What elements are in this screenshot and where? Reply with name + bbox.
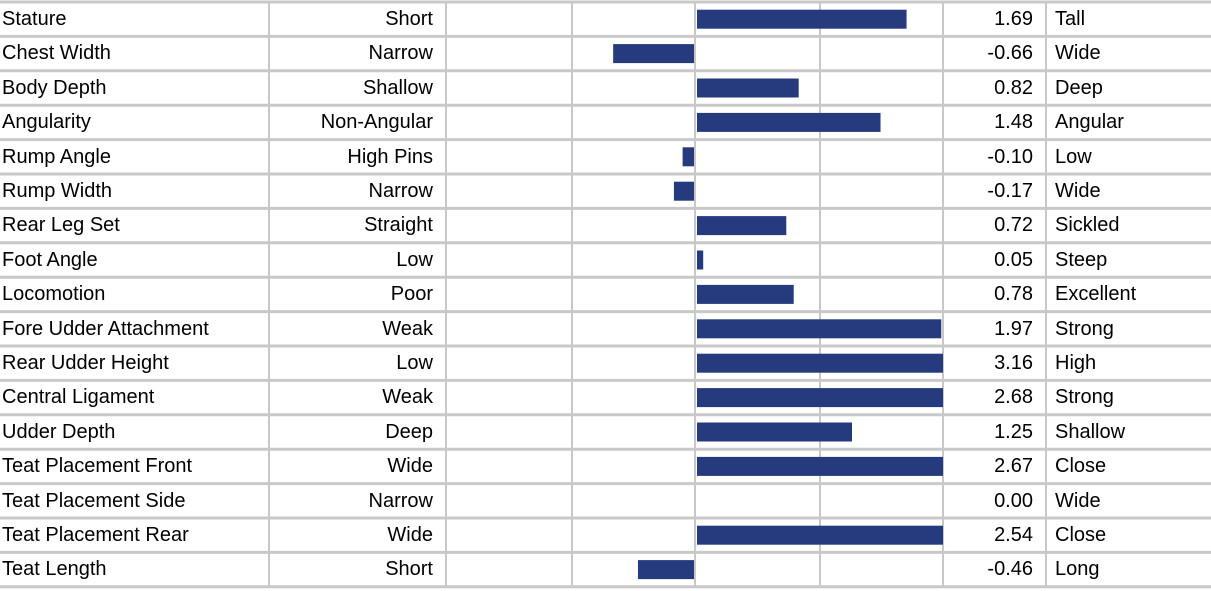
low-descriptor: Narrow — [368, 42, 433, 65]
low-descriptor: Narrow — [368, 180, 433, 202]
low-descriptor: Deep — [385, 420, 433, 443]
high-descriptor: Sickled — [1055, 214, 1120, 237]
value-label: 0.78 — [994, 283, 1033, 306]
high-descriptor: Wide — [1055, 180, 1101, 202]
value-label: 1.48 — [994, 111, 1033, 134]
trait-label: Body Depth — [2, 76, 107, 99]
high-descriptor: Strong — [1055, 317, 1114, 340]
trait-label: Teat Placement Rear — [2, 524, 189, 546]
trait-label: Teat Length — [2, 558, 107, 581]
low-descriptor: Short — [385, 8, 433, 30]
trait-label: Teat Placement Side — [2, 489, 186, 512]
trait-label: Rear Udder Height — [2, 352, 169, 374]
high-descriptor: Wide — [1055, 489, 1101, 512]
low-descriptor: Weak — [382, 386, 433, 409]
value-label: 0.72 — [994, 214, 1033, 237]
bar — [613, 44, 694, 64]
high-descriptor: Angular — [1055, 111, 1124, 134]
bar — [637, 560, 694, 580]
value-label: 1.25 — [994, 420, 1033, 443]
low-descriptor: Poor — [390, 283, 433, 306]
bar — [697, 78, 799, 98]
trait-label: Foot Angle — [2, 248, 98, 271]
value-label: 0.00 — [994, 489, 1033, 512]
high-descriptor: Excellent — [1055, 283, 1137, 306]
trait-label: Fore Udder Attachment — [2, 317, 209, 340]
high-descriptor: Strong — [1055, 386, 1114, 409]
value-label: -0.17 — [987, 180, 1033, 202]
value-label: 0.05 — [994, 248, 1033, 271]
value-label: 2.68 — [994, 386, 1033, 409]
low-descriptor: Wide — [387, 455, 433, 478]
bar — [697, 388, 943, 408]
bar — [697, 456, 943, 476]
value-label: 2.54 — [994, 524, 1033, 546]
high-descriptor: Deep — [1055, 76, 1103, 99]
low-descriptor: Low — [396, 352, 433, 374]
low-descriptor: Narrow — [368, 489, 433, 512]
trait-label: Rump Angle — [2, 145, 111, 168]
high-descriptor: Close — [1055, 455, 1107, 478]
bar — [697, 525, 943, 545]
trait-label: Chest Width — [2, 42, 111, 65]
high-descriptor: Steep — [1055, 248, 1108, 271]
value-label: 1.97 — [994, 317, 1033, 340]
high-descriptor: Wide — [1055, 42, 1101, 65]
trait-label: Rear Leg Set — [2, 214, 120, 237]
bar — [682, 147, 694, 167]
low-descriptor: Shallow — [362, 76, 433, 99]
bar — [697, 422, 852, 442]
trait-label: Angularity — [2, 111, 91, 134]
bar — [697, 216, 787, 236]
low-descriptor: Wide — [387, 524, 433, 546]
low-descriptor: Non-Angular — [320, 111, 433, 134]
high-descriptor: Long — [1055, 558, 1100, 581]
value-label: 0.82 — [994, 76, 1033, 99]
trait-label: Stature — [2, 8, 67, 30]
bar — [697, 353, 943, 373]
bar — [673, 181, 694, 201]
trait-label: Teat Placement Front — [2, 455, 193, 478]
high-descriptor: Low — [1055, 145, 1092, 168]
high-descriptor: High — [1055, 352, 1097, 374]
value-label: 1.69 — [994, 8, 1033, 30]
low-descriptor: Weak — [382, 317, 433, 340]
bar — [697, 9, 907, 29]
trait-label: Locomotion — [2, 283, 106, 306]
value-label: -0.46 — [987, 558, 1033, 581]
low-descriptor: Low — [396, 248, 433, 271]
trait-label: Udder Depth — [2, 420, 116, 443]
trait-label: Central Ligament — [2, 386, 155, 409]
high-descriptor: Close — [1055, 524, 1107, 546]
value-label: -0.66 — [987, 42, 1033, 65]
bar — [697, 284, 794, 304]
value-label: 2.67 — [994, 455, 1033, 478]
bar — [697, 319, 942, 339]
bar — [697, 250, 704, 270]
high-descriptor: Tall — [1055, 8, 1086, 30]
low-descriptor: High Pins — [347, 145, 433, 168]
high-descriptor: Shallow — [1055, 420, 1126, 443]
low-descriptor: Short — [385, 558, 433, 581]
value-label: 3.16 — [994, 352, 1033, 374]
low-descriptor: Straight — [364, 214, 433, 237]
bar — [697, 112, 881, 132]
bar-group — [613, 9, 943, 580]
trait-label: Rump Width — [2, 180, 113, 202]
value-label: -0.10 — [987, 145, 1033, 168]
